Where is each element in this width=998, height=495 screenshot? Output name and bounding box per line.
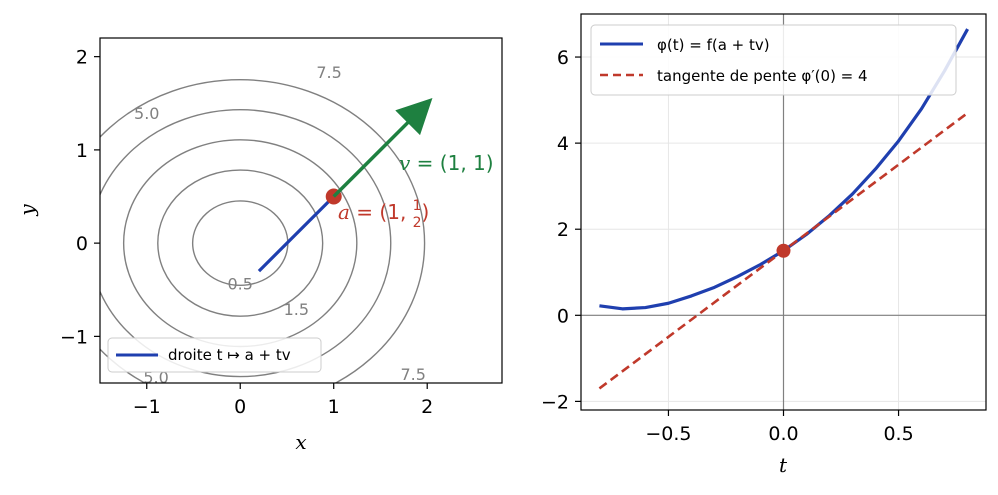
contour-line	[157, 169, 324, 317]
left-legend-box	[107, 337, 322, 373]
left-legend: droite t ↦ a + tv	[107, 337, 322, 373]
legend-label-tangent: tangente de pente φ′(0) = 4	[657, 67, 868, 85]
x-tick-label: 0	[234, 396, 246, 418]
right-x-ticks: −0.5 0.0 0.5	[645, 410, 914, 445]
left-x-ticks: −1 0 1 2	[133, 383, 433, 418]
y-tick-label: 0	[557, 305, 569, 327]
droite-line	[257, 195, 335, 273]
y-tick-label: 2	[76, 47, 88, 69]
x-tick-label: −1	[133, 396, 161, 418]
left-panel-contour-plot: 0.5 1.5 5.0 7.5 7.5 5.0 −1 0 1 2 −1 0 1 2 x y a = (…	[15, 37, 503, 454]
x-tick-label: 0.0	[768, 423, 798, 445]
right-legend: φ(t) = f(a + tv) tangente de pente φ′(0)…	[590, 24, 957, 96]
y-tick-label: −2	[541, 391, 569, 413]
right-panel-line-plot: −0.5 0.0 0.5 −2 0 2 4 6 t φ(t) = f(a + tv) tan…	[541, 13, 987, 477]
right-legend-box	[590, 24, 957, 96]
y-tick-label: 2	[557, 219, 569, 241]
y-tick-label: −1	[60, 326, 88, 348]
y-tick-label: 0	[76, 233, 88, 255]
left-y-ticks: −1 0 1 2	[60, 47, 100, 348]
point-a-label: a = (1, 1 2)	[338, 198, 429, 231]
vector-v-arrow	[332, 98, 433, 198]
tangent-point-marker	[776, 243, 791, 258]
contour-label: 7.5	[400, 365, 425, 384]
x-tick-label: 0.5	[883, 423, 913, 445]
right-y-ticks: −2 0 2 4 6	[541, 47, 581, 413]
contour-label: 7.5	[316, 63, 341, 82]
x-tick-label: 2	[421, 396, 433, 418]
contour-label: 1.5	[284, 300, 309, 319]
y-tick-label: 1	[76, 140, 88, 162]
left-plot-frame	[99, 37, 503, 384]
contour-line	[100, 109, 392, 378]
y-tick-label: 6	[557, 47, 569, 69]
left-y-axis-label: y	[15, 204, 39, 217]
legend-label-droite: droite t ↦ a + tv	[168, 346, 291, 364]
contour-label: 5.0	[134, 104, 159, 123]
contour-labels: 0.5 1.5 5.0 7.5 7.5 5.0	[134, 63, 426, 387]
legend-label-phi: φ(t) = f(a + tv)	[657, 36, 770, 54]
contour-lines	[100, 79, 426, 383]
line-series	[257, 195, 335, 273]
contour-label: 0.5	[228, 275, 253, 294]
right-x-axis-label: t	[779, 453, 788, 477]
x-tick-label: 1	[328, 396, 340, 418]
vector-v-label: v = (1, 1)	[399, 151, 494, 175]
y-tick-label: 4	[557, 133, 569, 155]
left-x-axis-label: x	[295, 430, 306, 454]
x-tick-label: −0.5	[645, 423, 691, 445]
contour-label: 5.0	[143, 368, 168, 387]
contour-line	[100, 79, 426, 383]
